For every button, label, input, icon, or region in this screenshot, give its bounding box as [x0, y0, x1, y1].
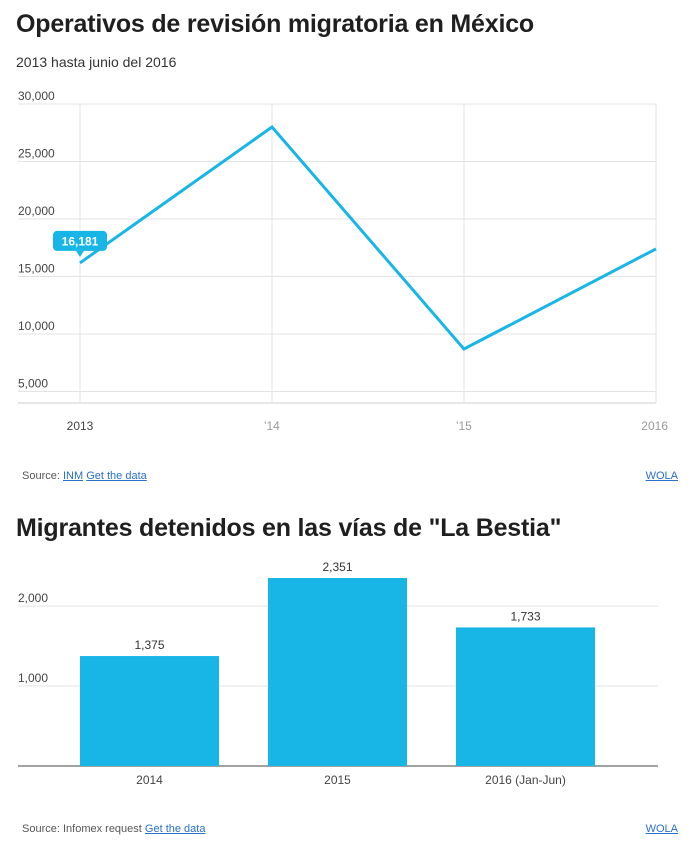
x-tick-label: 2016 — [641, 419, 668, 433]
bar-value-label: 1,733 — [510, 609, 540, 623]
bar-chart-y-axis: 1,000 2,000 — [18, 591, 48, 685]
y-tick-label: 5,000 — [18, 377, 48, 391]
source-prefix: Source: — [22, 470, 60, 482]
bar-chart-value-labels: 1,375 2,351 1,733 — [134, 560, 540, 652]
bar — [456, 627, 595, 766]
line-chart-grid — [18, 103, 657, 404]
bar — [268, 578, 407, 766]
callout-pointer — [76, 250, 84, 257]
bar-chart-x-axis: 2014 2015 2016 (Jan-Jun) — [136, 773, 566, 787]
x-tick-label: '14 — [264, 419, 280, 433]
bar-chart-title: Migrantes detenidos en las vías de "La B… — [16, 514, 562, 542]
y-tick-label: 15,000 — [18, 262, 55, 276]
line-callout: 16,181 — [53, 230, 107, 257]
line-chart-footer: Source: INM Get the data WOLA — [22, 470, 678, 482]
source-prefix: Source: Infomex request — [22, 823, 142, 835]
line-chart-y-axis: 5,000 10,000 15,000 20,000 25,000 30,000 — [18, 89, 55, 391]
line-chart-x-axis: 2013 '14 '15 2016 — [67, 419, 669, 433]
credit-link-wola[interactable]: WOLA — [645, 823, 678, 835]
x-tick-label: 2016 (Jan-Jun) — [485, 773, 566, 787]
get-data-link[interactable]: Get the data — [144, 823, 206, 835]
credit-link-wola[interactable]: WOLA — [645, 470, 678, 482]
bar-value-label: 2,351 — [322, 560, 352, 574]
callout-badge — [53, 230, 107, 251]
x-tick-label: 2015 — [324, 773, 351, 787]
line-chart-subtitle: 2013 hasta junio del 2016 — [16, 54, 177, 70]
x-tick-label: 2013 — [67, 419, 94, 433]
y-tick-label: 20,000 — [18, 204, 55, 218]
callout-label: 16,181 — [62, 234, 99, 248]
bar-chart: 1,000 2,000 1,375 2,351 1,733 2014 2015 2016 … — [18, 560, 658, 787]
line-chart: 5,000 10,000 15,000 20,000 25,000 30,000 2013… — [18, 89, 669, 433]
y-tick-label: 30,000 — [18, 89, 55, 103]
y-tick-label: 2,000 — [18, 591, 48, 605]
bar — [80, 656, 219, 766]
x-tick-label: '15 — [456, 419, 472, 433]
source-link-inm[interactable]: INM — [62, 470, 84, 482]
bar-chart-footer: Source: Infomex request Get the data WOL… — [22, 823, 678, 835]
bar-chart-bars — [80, 578, 595, 766]
y-tick-label: 25,000 — [18, 147, 55, 161]
get-data-link[interactable]: Get the data — [86, 470, 147, 482]
line-chart-title: Operativos de revisión migratoria en Méx… — [16, 10, 534, 38]
y-tick-label: 10,000 — [18, 319, 55, 333]
y-tick-label: 1,000 — [18, 671, 48, 685]
line-series — [79, 124, 657, 351]
x-tick-label: 2014 — [136, 773, 163, 787]
bar-value-label: 1,375 — [134, 638, 164, 652]
